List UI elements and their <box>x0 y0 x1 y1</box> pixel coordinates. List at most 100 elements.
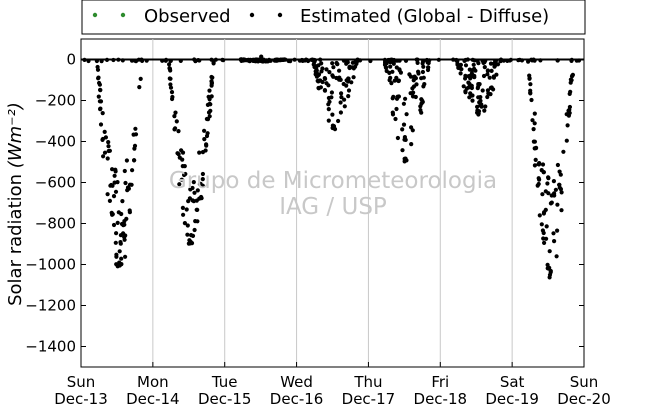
data-point <box>97 82 102 87</box>
data-point <box>557 169 562 174</box>
data-point <box>547 265 552 270</box>
legend-marker-observed-2 <box>120 12 126 18</box>
data-point <box>183 171 188 177</box>
y-tick-label-4: −800 <box>35 215 76 233</box>
data-point <box>197 150 202 155</box>
data-point <box>345 60 350 65</box>
data-point <box>100 136 105 142</box>
data-point <box>527 73 532 78</box>
data-point <box>561 149 566 154</box>
data-point <box>123 180 128 186</box>
data-point <box>174 119 179 124</box>
data-point <box>539 222 544 227</box>
data-point <box>182 221 187 226</box>
data-point <box>331 124 337 129</box>
data-point <box>341 81 346 87</box>
data-point <box>396 94 401 99</box>
data-point <box>541 230 546 236</box>
data-point <box>555 162 561 168</box>
data-point <box>400 127 405 132</box>
data-point <box>350 60 355 65</box>
data-point <box>96 94 101 99</box>
data-point <box>388 64 393 69</box>
data-point <box>312 60 317 65</box>
data-point <box>542 240 547 245</box>
data-point <box>482 65 487 70</box>
data-point <box>338 100 343 105</box>
x-tick-day-6: Sat <box>500 373 525 391</box>
data-point <box>316 85 321 91</box>
data-point <box>314 74 319 79</box>
x-tick-day-1: Mon <box>137 373 169 391</box>
data-point <box>95 64 100 70</box>
data-point <box>209 74 214 80</box>
data-point <box>319 69 324 74</box>
legend: Observed Estimated (Global - Diffuse) <box>81 0 586 35</box>
data-point <box>545 181 550 186</box>
data-point <box>346 94 351 99</box>
data-point <box>478 95 483 100</box>
y-axis-label: Solar radiation (Wm⁻²) <box>5 102 26 306</box>
data-point <box>569 74 575 79</box>
data-point <box>532 121 537 126</box>
data-point <box>322 88 328 93</box>
y-tick-label-1: −200 <box>35 92 76 110</box>
data-point <box>98 88 103 93</box>
data-point <box>123 254 128 259</box>
data-point <box>531 127 536 132</box>
data-point <box>410 94 416 99</box>
data-point <box>113 189 119 194</box>
data-point <box>461 84 466 89</box>
data-point <box>468 91 473 96</box>
watermark: Grupo de Micrometeorologia IAG / USP <box>169 168 497 220</box>
data-point <box>540 162 546 167</box>
y-tick-label-3: −600 <box>35 174 76 192</box>
data-point <box>404 112 409 117</box>
data-point <box>384 61 389 66</box>
data-point <box>106 140 111 145</box>
watermark-line-1: Grupo de Micrometeorologia <box>169 168 497 194</box>
data-point <box>475 86 480 91</box>
data-point <box>339 95 344 100</box>
data-point <box>167 76 172 81</box>
data-point <box>403 156 408 161</box>
data-point <box>330 112 335 117</box>
svg-text:Solar radiation (Wm⁻²): Solar radiation (Wm⁻²) <box>5 102 26 306</box>
data-point <box>528 82 533 87</box>
data-point <box>190 233 196 238</box>
data-point <box>552 239 557 244</box>
data-point <box>127 208 132 213</box>
data-point <box>528 91 533 96</box>
data-point <box>115 220 120 225</box>
x-tick-date-1: Dec-14 <box>126 390 180 408</box>
x-tick-day-5: Fri <box>431 373 449 391</box>
data-point <box>181 212 186 217</box>
data-point <box>133 126 138 131</box>
data-point <box>395 135 400 141</box>
data-point <box>412 74 417 79</box>
data-point <box>487 75 492 80</box>
data-point <box>532 163 538 168</box>
legend-marker-estimated-1 <box>249 12 255 18</box>
data-point <box>529 97 534 103</box>
data-point <box>191 199 196 204</box>
data-point <box>115 263 120 268</box>
data-point <box>203 148 208 153</box>
data-point <box>337 68 342 73</box>
data-point <box>475 104 480 109</box>
data-point <box>551 231 556 236</box>
data-point <box>541 236 546 241</box>
data-point <box>167 62 172 67</box>
data-point <box>102 150 108 155</box>
data-point <box>418 108 423 113</box>
data-point <box>110 212 115 217</box>
data-point <box>137 85 142 90</box>
data-point <box>190 185 195 191</box>
data-point <box>342 104 347 109</box>
data-point <box>313 69 318 74</box>
data-point <box>472 75 477 80</box>
data-point <box>422 82 427 87</box>
data-point <box>204 143 209 148</box>
data-point <box>409 142 414 147</box>
